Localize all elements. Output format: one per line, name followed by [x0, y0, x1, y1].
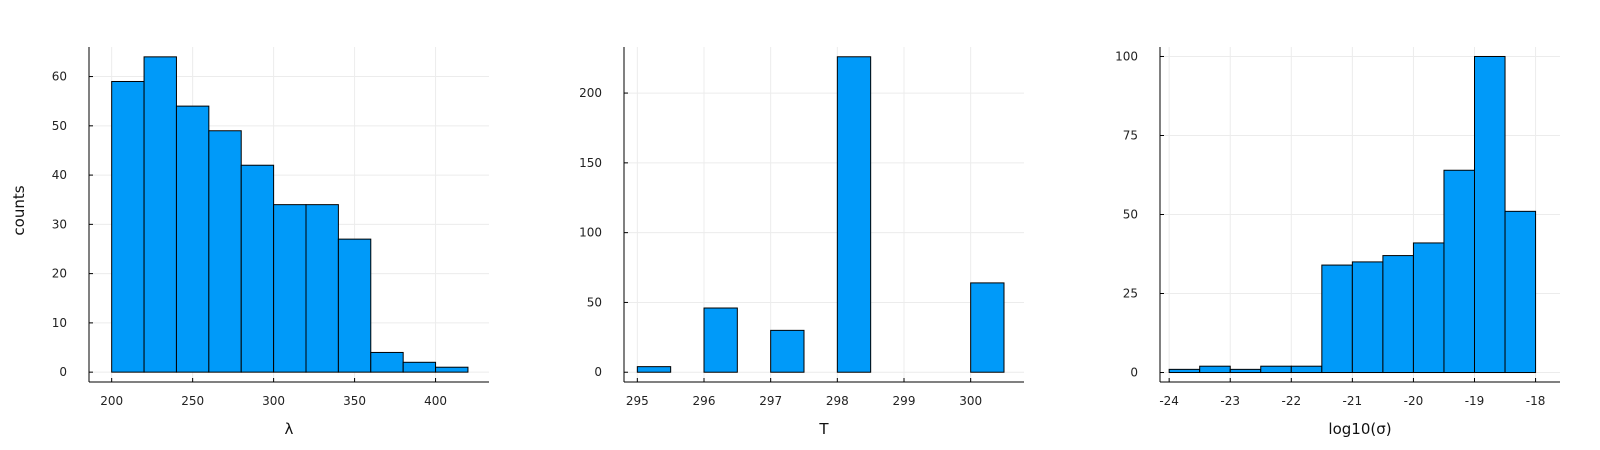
axes-frame	[88, 47, 489, 383]
y-tick-label: 60	[52, 70, 67, 84]
histogram-bar	[1260, 365, 1292, 374]
bars	[111, 56, 469, 373]
histogram-bar	[1351, 261, 1384, 374]
histogram-bar	[1290, 365, 1323, 374]
histogram-bar	[1199, 365, 1231, 374]
histogram-bar	[240, 164, 275, 373]
y-tick-label: 0	[59, 365, 67, 379]
x-tick-label: 300	[959, 394, 982, 408]
axes-frame	[623, 47, 1024, 383]
y-tick-label: 0	[1130, 366, 1138, 380]
bars	[1168, 55, 1537, 374]
histogram-bar	[143, 56, 177, 373]
bars	[636, 56, 1005, 373]
y-tick-label: 30	[52, 217, 67, 231]
y-tick-label: 75	[1123, 128, 1138, 142]
y-tick-label: 150	[579, 156, 602, 170]
x-tick-label: -23	[1220, 394, 1240, 408]
y-tick-label: 20	[52, 267, 67, 281]
x-tick-label: -19	[1465, 394, 1485, 408]
histogram-bar	[1443, 169, 1476, 374]
gridlines	[624, 47, 1024, 382]
y-tick-label: 40	[52, 168, 67, 182]
histogram-bar	[370, 351, 404, 373]
x-axis-title: λ	[285, 420, 294, 438]
histogram-bar	[636, 366, 672, 373]
x-tick-label: -20	[1404, 394, 1424, 408]
histogram-bar	[703, 307, 738, 373]
x-tick-label: -22	[1281, 394, 1301, 408]
x-axis-title: T	[818, 420, 829, 438]
x-tick-label: 297	[759, 394, 782, 408]
x-tick-label: 200	[100, 394, 123, 408]
histogram-bar	[1229, 368, 1262, 374]
y-tick-label: 100	[1115, 49, 1138, 63]
x-tick-label: 296	[693, 394, 716, 408]
histogram-bar	[836, 56, 872, 373]
histogram-bar	[273, 204, 307, 373]
histogram-bar	[1321, 264, 1353, 374]
y-tick-label: 50	[1123, 208, 1138, 222]
y-tick-label: 10	[52, 316, 67, 330]
x-tick-label: 350	[343, 394, 366, 408]
x-tick-label: -24	[1159, 394, 1179, 408]
histogram-bar	[1474, 55, 1506, 374]
y-tick-label: 0	[594, 365, 602, 379]
x-tick-label: 299	[893, 394, 916, 408]
histogram-bar	[111, 80, 145, 373]
x-tick-label: -18	[1526, 394, 1546, 408]
histogram-bar	[970, 282, 1005, 373]
histogram-panel-3: -24 -23 -22 -21 -20 -19 -18 0 25 50 75 100 log10(σ)	[1115, 47, 1560, 438]
y-tick-label: 50	[52, 119, 67, 133]
histogram-bar	[770, 329, 805, 373]
histogram-bar	[435, 366, 469, 373]
x-tick-label: 298	[826, 394, 849, 408]
x-tick-label: -21	[1343, 394, 1363, 408]
x-tick-label: 295	[626, 394, 649, 408]
histogram-bar	[1168, 368, 1201, 374]
y-tick-label: 25	[1123, 287, 1138, 301]
histogram-bar	[208, 130, 242, 373]
histogram-panel-2: 295 296 297 298 299 300 0 50 100 150 200 T	[579, 47, 1024, 438]
axes-frame	[1159, 47, 1560, 383]
histogram-bar	[305, 204, 339, 373]
y-tick-label: 100	[579, 226, 602, 240]
histogram-bar	[402, 361, 437, 373]
y-tick-label: 50	[587, 295, 602, 309]
histogram-bar	[1412, 242, 1445, 374]
x-axis-title: log10(σ)	[1328, 420, 1391, 438]
y-axis-title: counts	[10, 185, 28, 235]
histogram-bar	[1382, 255, 1414, 374]
histogram-bar	[337, 238, 372, 373]
y-tick-label: 200	[579, 86, 602, 100]
histogram-panel-1: 200 250 300 350 400 0 10 20 30 40 50 60 λ counts	[10, 47, 489, 438]
histogram-bar	[1504, 210, 1537, 374]
x-tick-label: 300	[262, 394, 285, 408]
x-tick-label: 400	[424, 394, 447, 408]
x-tick-label: 250	[181, 394, 204, 408]
histogram-bar	[175, 105, 210, 373]
